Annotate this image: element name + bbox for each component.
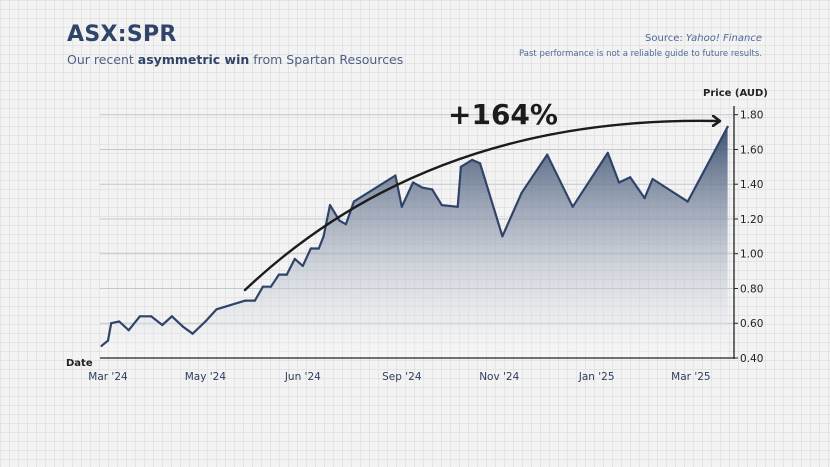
data-point [191,332,194,335]
axes: 0.40 0.60 0.80 1.00 1.20 1.40 1.60 1.80 Mar '24 M… [88,106,763,383]
data-point [651,177,654,181]
annotations: +164% [243,98,719,292]
data-point [261,285,264,288]
x-tick-label: May '24 [185,371,227,383]
x-axis-title: Date [66,358,93,369]
y-tick-label: 0.40 [740,353,763,365]
data-point [138,315,141,318]
data-point [118,320,121,323]
data-point [479,162,482,165]
data-point [440,204,443,207]
data-point [338,219,341,222]
data-point [629,176,632,179]
data-point [170,315,173,318]
disclaimer: Past performance is not a reliable guide… [519,49,762,59]
y-tick-label: 0.80 [740,283,763,295]
gain-label: +164% [448,98,558,131]
data-point [285,273,288,276]
x-tick-label: Sep '24 [382,371,422,383]
data-point [400,205,403,208]
data-point [520,191,523,194]
data-point [309,247,312,250]
price-area [100,125,729,359]
subtitle-prefix: Our recent [67,52,138,67]
subtitle-suffix: from Spartan Resources [249,52,404,67]
page-title: ASX:SPR [67,22,177,47]
data-point [161,323,164,327]
data-point [459,165,462,168]
data-point [546,153,549,156]
subtitle: Our recent asymmetric win from Spartan R… [67,52,403,67]
data-point [726,125,729,128]
y-tick-label: 1.80 [740,110,763,122]
data-point [697,179,701,182]
data-point [322,235,325,238]
data-point [100,344,103,347]
data-point [150,315,153,318]
data-point [269,285,272,288]
data-point [471,158,474,161]
data-point [181,325,185,328]
x-tick-label: Jan '25 [578,371,615,383]
y-tick-label: 1.00 [740,249,763,261]
data-point [617,181,621,184]
data-point [301,264,304,267]
data-point [501,235,504,238]
data-point [352,200,355,203]
subtitle-emphasis: asymmetric win [137,52,250,67]
data-point [394,174,397,177]
data-point [317,247,320,250]
source-name: Yahoo! Finance [685,33,762,44]
source-prefix: Source: [645,33,686,44]
gain-arrow [243,121,719,292]
data-point [421,186,424,189]
source-credit: Source: Yahoo! Finance [645,33,762,44]
data-point [127,329,130,332]
y-tick-label: 1.20 [740,214,763,226]
data-point [106,339,110,342]
data-point [456,205,459,208]
data-point [204,320,207,323]
data-point [110,322,113,325]
data-point [244,299,247,302]
data-point [431,188,434,191]
data-point [253,299,256,302]
price-line [100,125,729,347]
y-tick-label: 1.40 [740,179,763,191]
data-point [215,308,218,311]
x-tick-label: Mar '25 [671,371,710,383]
data-point [411,181,415,184]
x-tick-label: Mar '24 [88,371,128,383]
data-point [277,273,280,276]
y-tick-label: 0.60 [740,318,763,330]
data-point [606,151,609,154]
area-fill [101,126,728,359]
y-tick-label: 1.60 [740,144,763,156]
data-point [344,223,347,226]
data-point [686,200,689,203]
x-tick-label: Nov '24 [479,371,519,383]
data-point [643,197,646,200]
x-tick-label: Jun '24 [284,371,321,383]
data-point [328,204,332,207]
data-point [293,257,296,260]
data-point [571,205,574,208]
y-axis-title: Price (AUD) [703,88,768,99]
